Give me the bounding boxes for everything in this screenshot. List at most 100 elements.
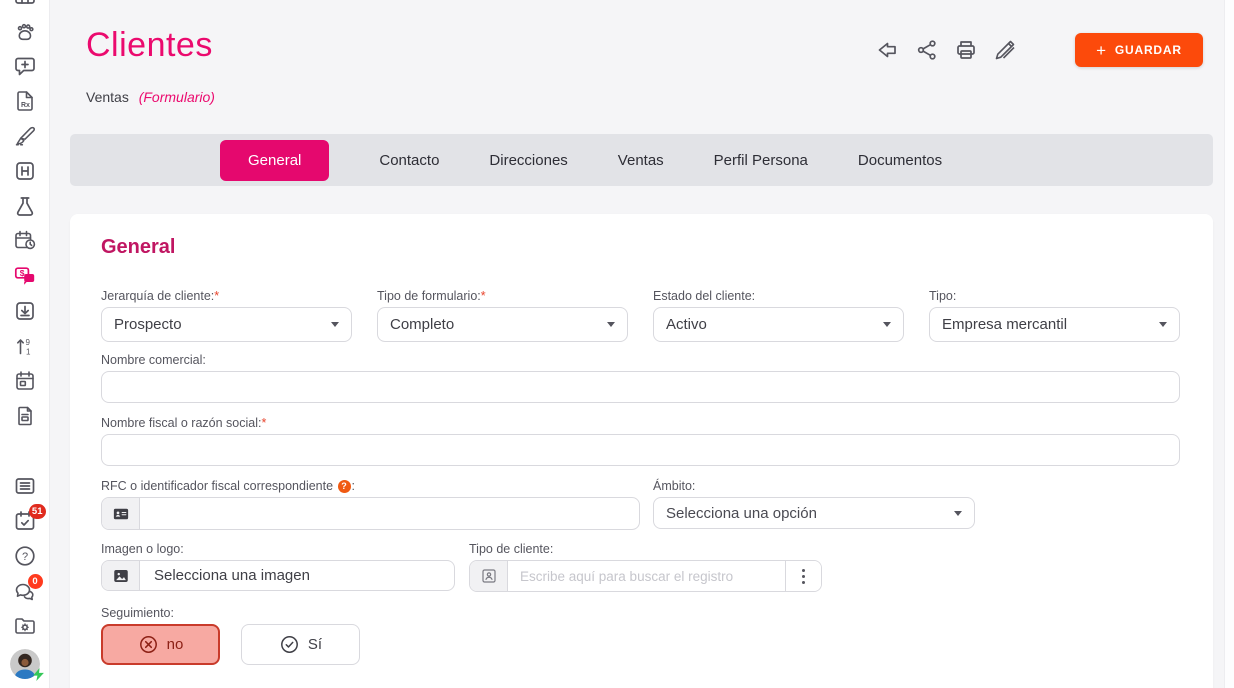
- field-label: Nombre fiscal o razón social:*: [101, 416, 267, 430]
- field-tipo: Tipo: Empresa mercantil: [929, 289, 1180, 342]
- field-estado-cliente: Estado del cliente: Activo: [653, 289, 904, 342]
- field-ambito: Ámbito: Selecciona una opción: [653, 479, 975, 529]
- seguimiento-no-label: no: [166, 636, 184, 653]
- field-label: Tipo de formulario:*: [377, 289, 486, 303]
- agenda-count-badge: 51: [28, 504, 46, 519]
- rfc-input-group: [101, 497, 640, 530]
- tipo-cliente-group: [469, 560, 822, 592]
- tab-perfil-persona[interactable]: Perfil Persona: [713, 151, 808, 169]
- tab-ventas[interactable]: Ventas: [617, 151, 664, 169]
- breadcrumb: Ventas (Formulario): [86, 89, 215, 105]
- required-marker: *: [214, 289, 220, 303]
- field-label: Tipo:: [929, 289, 957, 303]
- field-label: Estado del cliente:: [653, 289, 756, 303]
- page-title: Clientes: [86, 26, 213, 64]
- calendar-clock-icon[interactable]: [13, 229, 37, 253]
- field-label: RFC o identificador fiscal correspondien…: [101, 479, 356, 493]
- invoice-icon[interactable]: [13, 404, 37, 428]
- tab-contacto[interactable]: Contacto: [379, 151, 440, 169]
- svg-text:1: 1: [26, 348, 31, 357]
- tipo-select[interactable]: Empresa mercantil: [929, 307, 1180, 342]
- svg-text:9: 9: [25, 338, 30, 347]
- ambito-value: Selecciona una opción: [666, 504, 817, 522]
- field-tipo-cliente: Tipo de cliente:: [469, 542, 822, 592]
- folder-gear-icon[interactable]: [13, 614, 37, 638]
- design-edit-icon[interactable]: [993, 38, 1017, 62]
- rfc-help-icon[interactable]: ?: [337, 479, 351, 493]
- back-icon[interactable]: [876, 38, 900, 62]
- kebab-menu-icon[interactable]: [785, 561, 821, 591]
- imagen-value: Selecciona una imagen: [154, 567, 310, 584]
- required-marker: *: [480, 289, 486, 303]
- ambito-select[interactable]: Selecciona una opción: [653, 497, 975, 529]
- breadcrumb-context: (Formulario): [138, 89, 215, 105]
- sales-chat-icon[interactable]: $: [13, 264, 37, 288]
- field-label: Seguimiento:: [101, 606, 174, 620]
- field-label: Ámbito:: [653, 479, 696, 493]
- seguimiento-toggle: no Sí: [101, 624, 1180, 665]
- calendar-check-icon[interactable]: 51: [13, 504, 46, 533]
- form-tabbar: General Contacto Direcciones Ventas Perf…: [70, 134, 1213, 186]
- field-nombre-comercial: Nombre comercial:: [101, 353, 1180, 403]
- comment-plus-icon[interactable]: [13, 54, 37, 78]
- tipo-value: Empresa mercantil: [942, 316, 1068, 333]
- nombre-comercial-input[interactable]: [101, 371, 1180, 403]
- id-card-icon: [102, 498, 140, 529]
- plus-icon: +: [1096, 40, 1107, 60]
- seguimiento-si-button[interactable]: Sí: [241, 624, 360, 665]
- tab-direcciones[interactable]: Direcciones: [489, 151, 568, 169]
- form-row-5: Imagen o logo: Selecciona una imagen Tip…: [101, 542, 1180, 592]
- rfc-input[interactable]: [140, 498, 639, 529]
- flask-icon[interactable]: [13, 194, 37, 218]
- field-tipo-formulario: Tipo de formulario:* Completo: [377, 289, 628, 342]
- chevron-down-icon: [607, 322, 615, 327]
- help-icon[interactable]: ?: [13, 544, 37, 568]
- jerarquia-value: Prospecto: [114, 316, 182, 333]
- save-button-label: GUARDAR: [1114, 43, 1182, 57]
- header-actions: [876, 38, 1017, 62]
- field-seguimiento: Seguimiento: no Sí: [101, 606, 1180, 665]
- chevron-down-icon: [954, 510, 962, 516]
- calendar-day-icon[interactable]: [13, 369, 37, 393]
- field-rfc: RFC o identificador fiscal correspondien…: [101, 479, 1180, 530]
- svg-text:Rx: Rx: [21, 102, 30, 109]
- tipo-formulario-value: Completo: [390, 316, 455, 333]
- seguimiento-no-button[interactable]: no: [101, 624, 220, 665]
- svg-text:?: ?: [21, 551, 27, 563]
- paw-icon[interactable]: [13, 19, 37, 43]
- jerarquia-select[interactable]: Prospecto: [101, 307, 352, 342]
- list-icon[interactable]: [13, 474, 37, 498]
- estado-cliente-select[interactable]: Activo: [653, 307, 904, 342]
- required-marker: *: [261, 416, 267, 430]
- print-icon[interactable]: [954, 38, 978, 62]
- chat-bubbles-icon[interactable]: 0: [13, 574, 43, 603]
- chevron-down-icon: [331, 322, 339, 327]
- breadcrumb-module: Ventas: [86, 89, 129, 105]
- chat-count-badge: 0: [27, 574, 43, 589]
- tipo-cliente-search-input[interactable]: [508, 561, 785, 591]
- save-button[interactable]: + GUARDAR: [1075, 33, 1203, 67]
- hospital-icon[interactable]: [13, 159, 37, 183]
- field-imagen: Imagen o logo: Selecciona una imagen: [101, 542, 1180, 591]
- user-avatar[interactable]: [9, 649, 44, 681]
- online-bolt-icon: [32, 668, 44, 681]
- imagen-picker[interactable]: Selecciona una imagen: [101, 560, 455, 591]
- nombre-fiscal-input[interactable]: [101, 434, 1180, 466]
- table-icon[interactable]: [13, 0, 37, 8]
- field-jerarquia: Jerarquía de cliente:* Prospecto: [101, 289, 352, 342]
- svg-text:$: $: [19, 268, 24, 278]
- download-icon[interactable]: [13, 299, 37, 323]
- prescription-file-icon[interactable]: Rx: [13, 89, 37, 113]
- scrollbar-track[interactable]: [1224, 0, 1234, 688]
- image-icon: [102, 561, 140, 590]
- tipo-formulario-select[interactable]: Completo: [377, 307, 628, 342]
- tab-general[interactable]: General: [220, 139, 330, 181]
- share-icon[interactable]: [915, 38, 939, 62]
- tab-documentos[interactable]: Documentos: [857, 151, 943, 169]
- estado-cliente-value: Activo: [666, 316, 707, 333]
- field-label: Tipo de cliente:: [469, 542, 554, 556]
- scalpel-icon[interactable]: [13, 124, 37, 148]
- field-nombre-fiscal: Nombre fiscal o razón social:*: [101, 416, 1180, 466]
- field-label: Nombre comercial:: [101, 353, 206, 367]
